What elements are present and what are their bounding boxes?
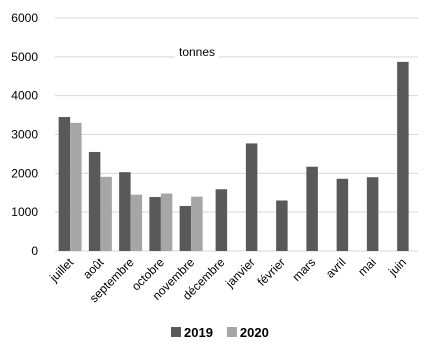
bar-2020-octobre [160, 193, 173, 251]
bar-2020-septembre [130, 194, 143, 251]
bar-2019-janvier [245, 143, 258, 251]
bar-2019-février [276, 200, 288, 251]
bars [58, 61, 409, 252]
y-tick-label: 6000 [11, 11, 38, 25]
x-tick-label: août [80, 255, 107, 282]
bar-2019-octobre [149, 197, 161, 251]
x-tick-label: février [255, 255, 288, 288]
bar-2019-juin [397, 61, 409, 251]
y-tick-label: 1000 [11, 205, 38, 219]
bar-2020-novembre [191, 196, 203, 251]
x-tick-label: mars [289, 255, 318, 284]
legend-swatch-2020 [226, 327, 237, 337]
bar-2019-août [88, 151, 101, 251]
y-tick-label: 4000 [11, 89, 38, 103]
bar-2019-novembre [179, 205, 192, 251]
legend-swatch-2019 [171, 327, 181, 337]
bar-2019-mars [306, 166, 318, 251]
legend: 2019 2020 [171, 325, 269, 340]
x-tick-label: janvier [222, 255, 258, 291]
x-axis-ticks: juillet aoûtseptembreoctobrenovembredécem… [46, 255, 409, 305]
y-tick-label: 2000 [11, 166, 38, 180]
bar-2019-décembre [215, 189, 228, 251]
x-tick-label: avril [323, 255, 348, 280]
legend-label-2020: 2020 [240, 325, 269, 340]
x-tick-label: mai [355, 255, 379, 279]
gridlines [55, 17, 418, 252]
unit-label-background [174, 43, 220, 61]
x-tick-label: juin [385, 255, 409, 279]
y-axis-ticks: 0 1000 2000 3000 4000 5000 6000 [11, 11, 38, 258]
bar-2020-juillet [70, 122, 82, 251]
bar-2019-mai [366, 177, 379, 251]
bar-2019-juillet [58, 117, 71, 252]
y-tick-label: 3000 [11, 128, 38, 142]
y-tick-label: 0 [31, 244, 38, 258]
bar-2020-août [100, 176, 112, 251]
legend-label-2019: 2019 [184, 325, 213, 340]
x-tick-label: juillet [46, 255, 76, 285]
bar-2019-avril [336, 178, 349, 251]
unit-label: tonnes [179, 45, 215, 59]
bar-2019-septembre [119, 172, 131, 251]
y-tick-label: 5000 [11, 50, 38, 64]
